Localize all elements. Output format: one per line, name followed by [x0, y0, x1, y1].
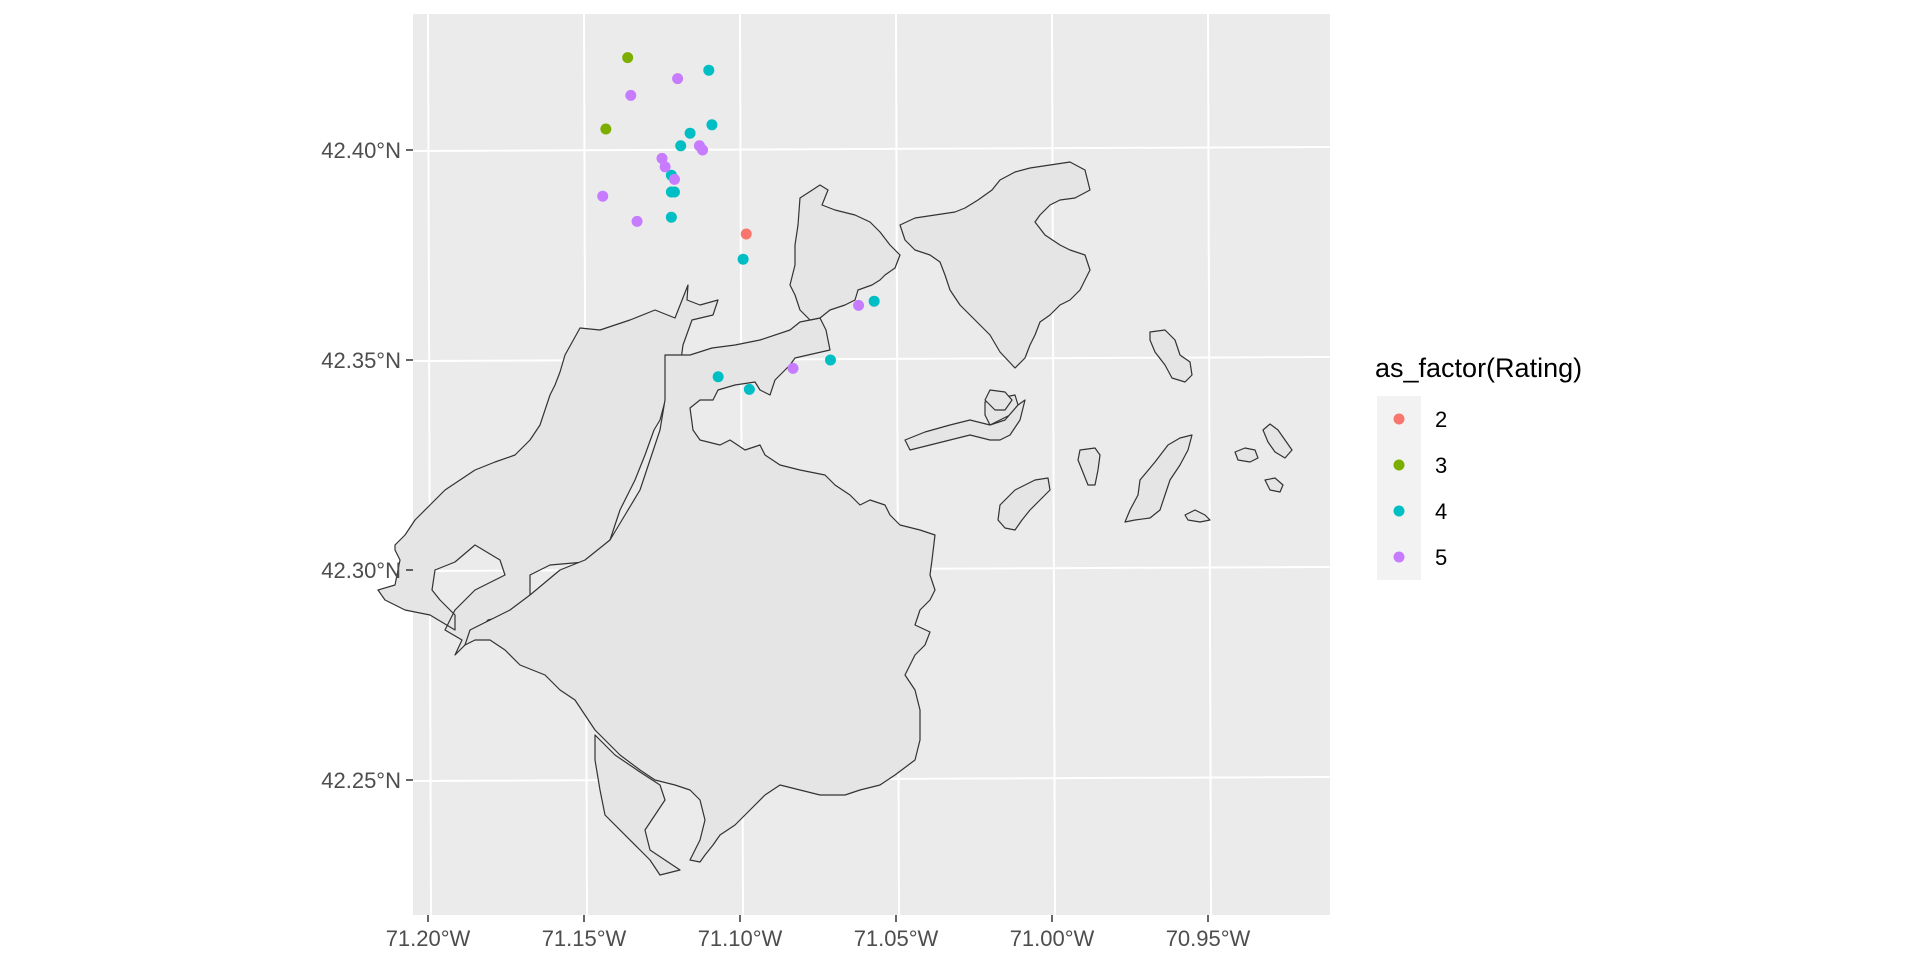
data-point-rating-4: [706, 119, 718, 131]
data-point-rating-4: [684, 127, 696, 139]
data-point-rating-5: [672, 73, 684, 85]
island-2: [997, 477, 1051, 531]
legend-label: 4: [1435, 499, 1447, 524]
legend-title: as_factor(Rating): [1375, 353, 1582, 383]
castle-island: [984, 389, 1013, 411]
data-point-rating-4: [743, 383, 755, 395]
grid-line-lon: [1207, 13, 1212, 916]
data-point-rating-3: [600, 123, 612, 135]
x-tick-label: 70.95°W: [1166, 926, 1251, 951]
y-tick-label: 42.40°N: [321, 138, 401, 163]
charlestown: [789, 184, 901, 321]
x-tick-label: 71.00°W: [1010, 926, 1095, 951]
island-8: [1264, 477, 1284, 493]
y-axis: 42.25°N 42.30°N 42.35°N 42.40°N: [321, 138, 413, 793]
island-3: [1077, 447, 1101, 486]
boston-boundary: [377, 161, 1293, 876]
legend-swatch-2: [1393, 413, 1405, 425]
data-point-rating-4: [868, 295, 880, 307]
east-boston: [899, 161, 1091, 369]
island-6: [1234, 447, 1259, 463]
y-tick-label: 42.25°N: [321, 768, 401, 793]
island-5: [1184, 509, 1211, 523]
data-point-rating-5: [631, 215, 643, 227]
y-tick-label: 42.30°N: [321, 558, 401, 583]
boston-main-body: [464, 317, 936, 863]
chart-marks: [597, 52, 880, 395]
data-point-rating-4: [665, 211, 677, 223]
data-point-rating-4: [712, 371, 724, 383]
legend-swatch-5: [1393, 551, 1405, 563]
data-point-rating-4: [737, 253, 749, 265]
legend-swatch-4: [1393, 505, 1405, 517]
x-tick-label: 71.15°W: [542, 926, 627, 951]
island-1: [1149, 329, 1193, 383]
data-point-rating-5: [659, 161, 671, 173]
data-point-rating-4: [703, 64, 715, 76]
boston-mainland: [377, 284, 719, 656]
y-tick-label: 42.35°N: [321, 348, 401, 373]
legend-label: 2: [1435, 407, 1447, 432]
legend-label: 5: [1435, 545, 1447, 570]
data-point-rating-5: [625, 89, 637, 101]
data-point-rating-4: [675, 140, 687, 152]
south-boston-peninsula: [904, 399, 1026, 451]
data-point-rating-3: [622, 52, 634, 64]
x-tick-label: 71.10°W: [698, 926, 783, 951]
x-tick-label: 71.05°W: [854, 926, 939, 951]
x-tick-label: 71.20°W: [386, 926, 471, 951]
data-point-rating-5: [853, 299, 865, 311]
data-point-rating-5: [787, 362, 799, 374]
grid-line-lat: [412, 146, 1331, 152]
boston-south-tip: [594, 734, 681, 876]
legend-swatch-3: [1393, 459, 1405, 471]
legend-label: 3: [1435, 453, 1447, 478]
data-point-rating-2: [740, 228, 752, 240]
island-4: [1124, 434, 1193, 523]
data-point-rating-5: [697, 144, 709, 156]
grid-line-lon: [427, 13, 432, 916]
island-7: [1262, 423, 1293, 459]
x-axis: 71.20°W 71.15°W 71.10°W 71.05°W 71.00°W 70.95…: [386, 915, 1251, 951]
data-point-rating-4: [665, 186, 677, 198]
data-point-rating-5: [668, 173, 680, 185]
data-point-rating-5: [656, 152, 668, 164]
data-point-rating-4: [824, 354, 836, 366]
legend: as_factor(Rating) 2 3 4 5: [1375, 353, 1582, 580]
data-point-rating-5: [597, 190, 609, 202]
